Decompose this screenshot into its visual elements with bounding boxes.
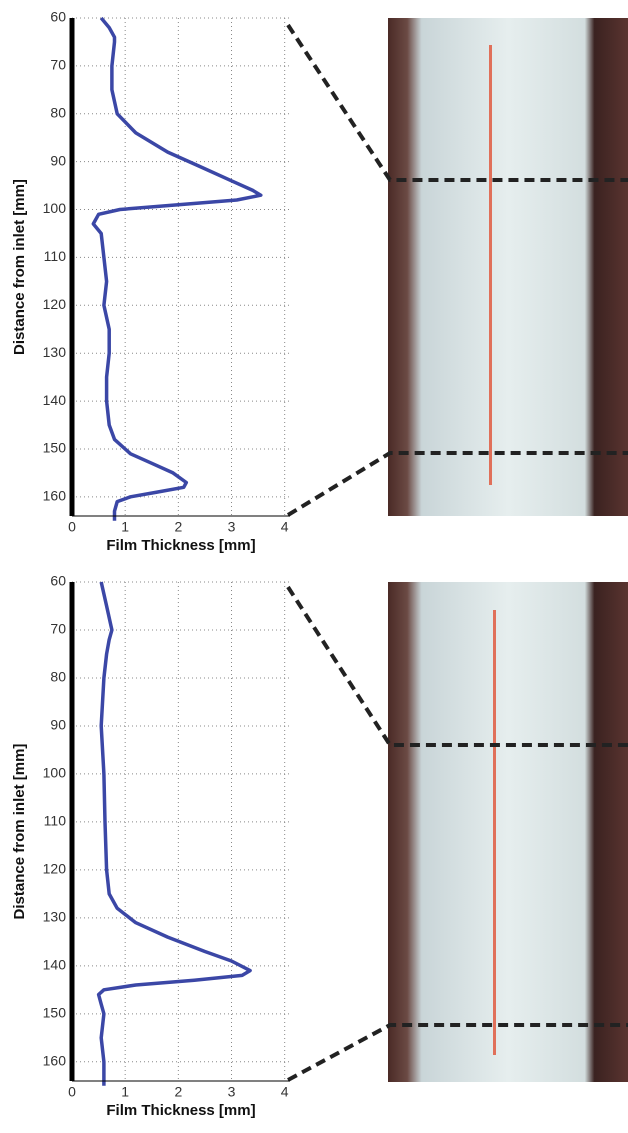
x-tick-label: 2 <box>174 519 182 535</box>
x-tick-label: 4 <box>281 1084 289 1100</box>
y-axis-label: Distance from inlet [mm] <box>11 744 28 920</box>
x-tick-label: 1 <box>121 519 129 535</box>
figure: 0123460708090100110120130140150160Film T… <box>0 0 628 1133</box>
x-axis-label: Film Thickness [mm] <box>106 537 255 554</box>
y-tick-label: 120 <box>43 296 67 312</box>
y-tick-label: 100 <box>43 200 67 216</box>
x-tick-label: 0 <box>68 1084 76 1100</box>
y-tick-label: 140 <box>43 392 67 408</box>
y-tick-label: 70 <box>50 621 66 637</box>
x-tick-label: 4 <box>281 519 289 535</box>
y-tick-label: 160 <box>43 1053 67 1069</box>
y-tick-label: 120 <box>43 861 67 877</box>
photo-bottom <box>388 582 628 1082</box>
x-tick-label: 3 <box>228 519 236 535</box>
profile-line <box>99 582 251 1086</box>
y-tick-label: 110 <box>44 813 67 829</box>
y-tick-label: 90 <box>50 152 66 168</box>
y-tick-label: 130 <box>43 344 67 360</box>
y-tick-label: 130 <box>43 909 67 925</box>
y-tick-label: 70 <box>50 57 66 73</box>
y-tick-label: 90 <box>50 717 66 733</box>
y-tick-label: 60 <box>50 573 66 589</box>
y-tick-label: 60 <box>50 9 66 25</box>
y-tick-label: 140 <box>43 957 67 973</box>
x-axis-label: Film Thickness [mm] <box>106 1102 255 1119</box>
profile-line <box>93 18 260 521</box>
y-tick-label: 160 <box>43 488 67 504</box>
y-tick-label: 110 <box>44 248 67 264</box>
x-tick-label: 2 <box>174 1084 182 1100</box>
y-tick-label: 80 <box>50 669 66 685</box>
x-tick-label: 3 <box>228 1084 236 1100</box>
photo-top <box>388 18 628 516</box>
y-axis-label: Distance from inlet [mm] <box>11 179 28 355</box>
y-tick-label: 100 <box>43 765 67 781</box>
y-tick-label: 80 <box>50 104 66 120</box>
x-tick-label: 0 <box>68 519 76 535</box>
x-tick-label: 1 <box>121 1084 129 1100</box>
y-tick-label: 150 <box>43 440 67 456</box>
y-tick-label: 150 <box>43 1005 67 1021</box>
